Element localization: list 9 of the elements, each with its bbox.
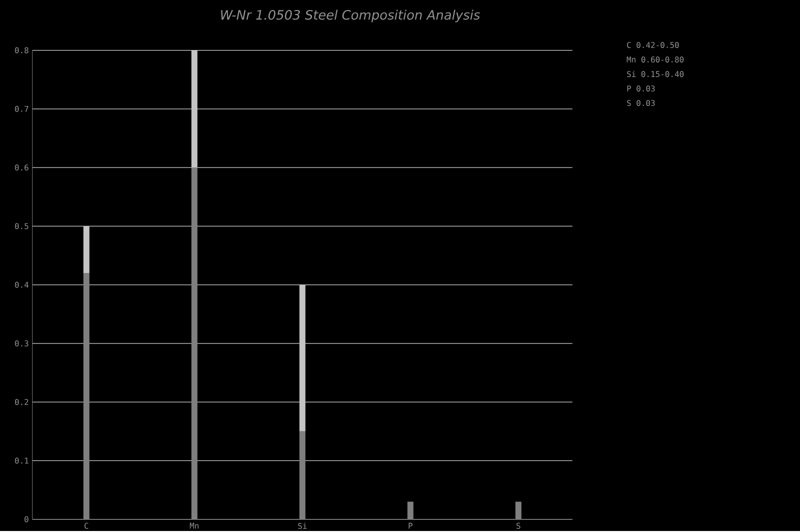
bar (191, 50, 198, 168)
bar (407, 502, 414, 520)
bar (299, 284, 306, 432)
bar (299, 431, 306, 520)
chart-title: W-Nr 1.0503 Steel Composition Analysis (221, 10, 480, 22)
bar (83, 272, 90, 520)
bar (191, 167, 198, 520)
bar (83, 226, 90, 273)
bar (515, 502, 522, 520)
